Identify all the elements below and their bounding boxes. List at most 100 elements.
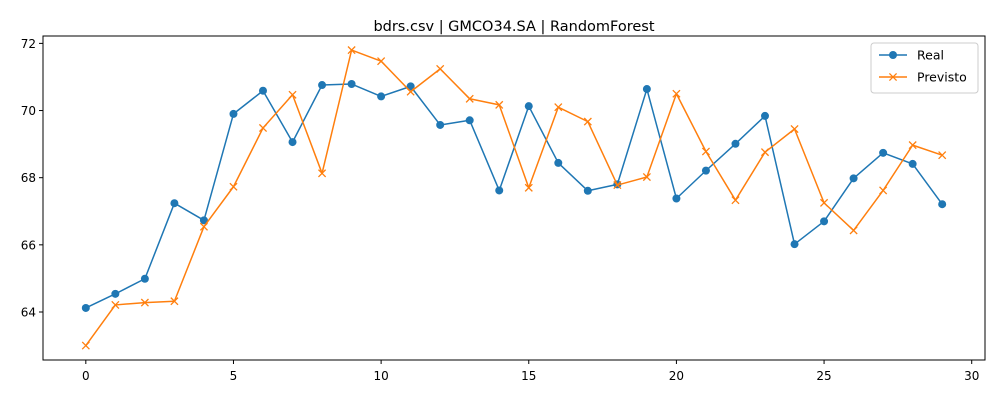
data-point-real	[465, 116, 474, 125]
data-point-real	[938, 200, 947, 209]
data-point-real	[849, 174, 858, 183]
x-marker-stroke	[436, 64, 445, 73]
data-point-real	[524, 102, 533, 111]
data-point-previsto	[229, 182, 238, 191]
x-marker-stroke	[849, 226, 858, 235]
x-marker-stroke	[760, 148, 770, 157]
x-marker-stroke	[908, 141, 917, 150]
data-point-previsto	[347, 46, 356, 55]
series-line-previsto	[85, 49, 943, 347]
data-point-previsto	[820, 198, 829, 207]
data-point-previsto	[465, 94, 474, 103]
data-point-previsto	[583, 117, 592, 126]
x-marker-stroke	[258, 123, 268, 133]
y-tick-label: 64	[21, 305, 36, 319]
data-point-previsto	[524, 183, 533, 192]
x-marker-stroke	[879, 186, 888, 195]
data-point-real	[761, 111, 770, 120]
legend-marker-real	[889, 51, 897, 59]
x-tick-label: 30	[964, 369, 979, 383]
plot-area	[81, 46, 947, 350]
data-point-real	[879, 148, 888, 157]
data-point-real	[318, 81, 327, 90]
data-point-real	[140, 274, 149, 283]
data-point-previsto	[731, 196, 740, 205]
data-point-previsto	[495, 100, 504, 109]
x-tick-label: 0	[82, 369, 90, 383]
y-tick-label: 68	[21, 171, 36, 185]
x-tick-label: 10	[373, 369, 388, 383]
data-point-previsto	[554, 103, 563, 112]
data-point-real	[701, 166, 710, 175]
data-point-real	[820, 217, 829, 226]
x-marker-stroke	[170, 297, 179, 306]
x-marker-stroke	[229, 182, 238, 191]
x-tick-label: 15	[521, 369, 536, 383]
data-point-previsto	[81, 341, 90, 350]
data-point-previsto	[760, 148, 770, 157]
legend: Real Previsto	[870, 42, 979, 94]
data-point-real	[377, 92, 386, 101]
data-point-previsto	[849, 226, 858, 235]
y-tick-label: 66	[21, 238, 36, 252]
data-point-previsto	[317, 169, 327, 178]
x-marker-stroke	[111, 300, 120, 309]
x-marker-stroke	[406, 87, 415, 96]
data-point-previsto	[406, 87, 415, 96]
data-point-real	[495, 186, 504, 195]
data-point-previsto	[908, 141, 917, 150]
x-marker-stroke	[888, 72, 898, 82]
x-marker-stroke	[140, 298, 149, 307]
data-point-previsto	[377, 57, 386, 66]
data-point-real	[347, 80, 356, 89]
data-point-real	[170, 199, 179, 208]
data-point-previsto	[436, 64, 445, 73]
x-marker-stroke	[317, 169, 327, 178]
x-tick-label: 25	[816, 369, 831, 383]
x-axis: 0 5 10 15 20 25 30	[82, 360, 979, 383]
x-tick-label: 20	[669, 369, 684, 383]
data-point-real	[406, 82, 415, 91]
data-point-previsto	[879, 186, 888, 195]
data-point-previsto	[199, 222, 208, 231]
data-point-real	[288, 138, 297, 147]
chart-title: bdrs.csv | GMCO34.SA | RandomForest	[373, 19, 654, 35]
data-point-real	[111, 289, 120, 298]
data-point-real	[583, 186, 592, 195]
x-marker-stroke	[613, 181, 622, 190]
plot-frame	[42, 35, 986, 361]
x-marker-stroke	[731, 196, 740, 205]
data-point-previsto	[170, 297, 179, 306]
x-tick-label: 5	[230, 369, 238, 383]
x-marker-stroke	[495, 100, 504, 109]
legend-label-previsto: Previsto	[917, 70, 967, 85]
data-point-real	[81, 303, 90, 312]
data-point-real	[554, 158, 563, 167]
x-marker-stroke	[554, 103, 563, 112]
data-point-previsto	[938, 151, 947, 160]
data-point-previsto	[111, 300, 120, 309]
x-marker-stroke	[288, 90, 297, 99]
x-marker-stroke	[524, 183, 533, 192]
data-point-real	[199, 216, 208, 225]
legend-marker-previsto	[888, 72, 898, 82]
data-point-real	[642, 85, 651, 94]
x-marker-stroke	[820, 198, 829, 207]
series-line-real	[85, 83, 943, 309]
y-tick-label: 70	[21, 104, 36, 118]
data-point-real	[790, 240, 799, 249]
x-marker-stroke	[465, 94, 474, 103]
data-point-previsto	[258, 123, 268, 133]
data-point-previsto	[672, 89, 681, 98]
x-marker-stroke	[81, 341, 90, 350]
data-point-real	[258, 86, 267, 95]
y-tick-label: 72	[21, 37, 36, 51]
x-marker-stroke	[347, 46, 356, 55]
x-marker-stroke	[642, 172, 651, 182]
x-marker-stroke	[790, 124, 799, 134]
data-point-previsto	[140, 298, 149, 307]
x-marker-stroke	[938, 151, 947, 160]
legend-label-real: Real	[917, 48, 944, 63]
data-point-previsto	[613, 181, 622, 190]
